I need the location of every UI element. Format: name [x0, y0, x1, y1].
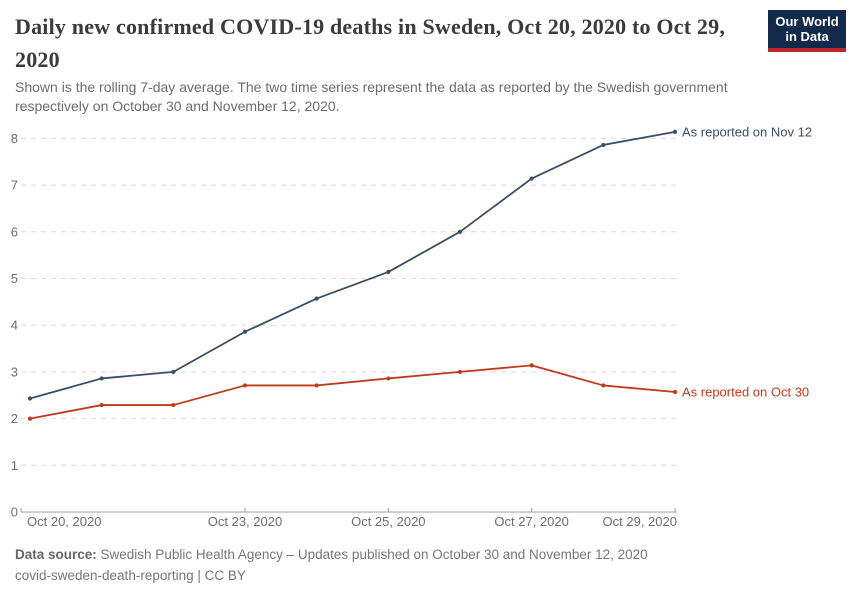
x-tick-label: Oct 25, 2020	[351, 514, 425, 529]
data-point-marker	[672, 389, 678, 395]
y-tick-label: 1	[11, 458, 18, 473]
data-point-marker	[314, 296, 319, 301]
data-point-marker	[27, 396, 33, 401]
y-tick-label: 0	[11, 505, 18, 520]
data-point-marker	[457, 369, 463, 374]
x-tick-label: Oct 20, 2020	[27, 514, 101, 529]
license-line: covid-sweden-death-reporting | CC BY	[15, 568, 246, 583]
data-point-marker	[386, 376, 391, 381]
data-point-marker	[242, 383, 248, 388]
data-point-marker	[672, 129, 678, 134]
x-tick-label: Oct 27, 2020	[494, 514, 568, 529]
data-point-marker	[529, 363, 534, 368]
series-line-0	[29, 130, 676, 400]
data-point-marker	[99, 402, 104, 408]
owid-logo-text-line2: in Data	[785, 29, 829, 44]
data-point-marker	[529, 176, 534, 181]
data-point-marker	[601, 383, 606, 388]
data-point-marker	[386, 269, 391, 275]
chart-subtitle: Shown is the rolling 7-day average. The …	[15, 79, 728, 114]
y-tick-label: 3	[11, 364, 18, 379]
x-tick-label: Oct 29, 2020	[603, 514, 677, 529]
y-tick-label: 2	[11, 411, 18, 426]
x-tick-label: Oct 23, 2020	[208, 514, 282, 529]
data-source-text: Swedish Public Health Agency – Updates p…	[96, 547, 648, 562]
y-tick-label: 8	[11, 131, 18, 146]
data-point-marker	[27, 416, 33, 421]
series-end-label-0: As reported on Nov 12	[682, 124, 812, 139]
y-tick-label: 7	[11, 178, 18, 193]
chart-footer: Data source: Swedish Public Health Agenc…	[15, 544, 835, 586]
data-point-marker	[601, 142, 606, 148]
series-line-1	[29, 364, 676, 420]
owid-logo-text-line1: Our World	[775, 14, 839, 29]
y-tick-label: 6	[11, 224, 18, 239]
data-source-label: Data source:	[15, 547, 97, 562]
data-point-marker	[171, 369, 176, 374]
series-end-label-1: As reported on Oct 30	[682, 384, 809, 399]
data-point-marker	[314, 383, 319, 388]
chart-title: Daily new confirmed COVID-19 deaths in S…	[15, 14, 726, 72]
data-point-marker	[99, 376, 104, 381]
data-point-marker	[171, 402, 176, 408]
chart-canvas: 0 1 2 3 4 5 6 7 8 Oct 20, 2020 Oct 23, 2020 Oct 25,…	[11, 124, 812, 529]
y-tick-label: 4	[11, 318, 18, 333]
owid-logo: Our World in Data	[768, 10, 846, 52]
data-source-line: Data source: Swedish Public Health Agenc…	[15, 544, 835, 565]
y-tick-label: 5	[11, 271, 18, 286]
data-point-marker	[457, 229, 463, 234]
data-point-marker	[242, 329, 248, 334]
